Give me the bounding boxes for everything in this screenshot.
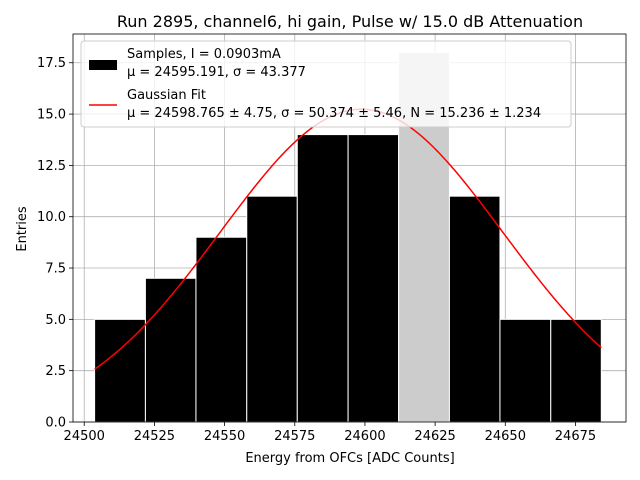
y-tick-label: 12.5: [37, 159, 66, 174]
x-tick-label: 24575: [274, 429, 315, 444]
y-tick-label: 5.0: [45, 313, 66, 328]
histogram-bar: [296, 134, 349, 423]
y-tick-label: 15.0: [37, 108, 66, 123]
histogram-bar: [246, 195, 298, 423]
x-tick-label: 24600: [344, 429, 385, 444]
histogram-bar: [448, 195, 501, 423]
x-axis: 24500 24525 24550 24575 24600 24625 24650 24675: [64, 422, 596, 444]
y-tick-label: 10.0: [37, 210, 66, 225]
histogram-bar: [195, 236, 248, 423]
legend-box: [80, 40, 572, 128]
x-tick-label: 24650: [485, 429, 526, 444]
legend-samples-stats: μ = 24595.191, σ = 43.377: [127, 65, 306, 80]
histogram-bar: [144, 277, 197, 423]
y-axis: 0.0 2.5 5.0 7.5 10.0 12.5 15.0 17.5: [37, 56, 73, 431]
plot-frame: [72, 33, 627, 423]
y-tick-label: 7.5: [45, 262, 66, 277]
y-axis-label: Entries: [15, 206, 30, 252]
x-tick-label: 24550: [204, 429, 245, 444]
histogram-bar: [94, 318, 146, 423]
legend-fit-stats: μ = 24598.765 ± 4.75, σ = 50.374 ± 5.46,…: [127, 106, 541, 121]
legend: Samples, I = 0.0903mA μ = 24595.191, σ =…: [80, 40, 572, 128]
legend-samples-swatch: [89, 60, 117, 70]
y-tick-label: 0.0: [45, 416, 66, 431]
x-tick-label: 24675: [555, 429, 596, 444]
y-tick-label: 17.5: [37, 56, 66, 71]
x-axis-label: Energy from OFCs [ADC Counts]: [245, 451, 454, 466]
histogram-bars: [94, 51, 602, 423]
chart-title: Run 2895, channel6, hi gain, Pulse w/ 15…: [117, 12, 583, 31]
legend-fit-label: Gaussian Fit: [127, 88, 206, 103]
histogram-bar: [347, 134, 400, 423]
x-tick-label: 24500: [64, 429, 105, 444]
x-tick-label: 24525: [134, 429, 175, 444]
histogram-bar: [550, 318, 602, 423]
legend-samples-label: Samples, I = 0.0903mA: [127, 47, 281, 62]
histogram-bar: [499, 318, 552, 423]
y-tick-label: 2.5: [45, 364, 66, 379]
x-tick-label: 24625: [414, 429, 455, 444]
